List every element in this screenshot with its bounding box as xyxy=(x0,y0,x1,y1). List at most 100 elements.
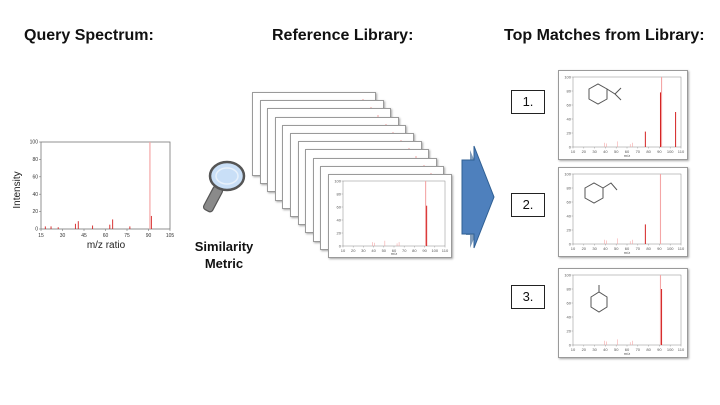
metric-word: Metric xyxy=(204,256,244,271)
mini-spectrum: 0 20 40 60 80 100 10 20 30 40 50 60 70 80 90 100 110 m/z xyxy=(564,171,685,255)
mini-y-tick-label: 0 xyxy=(339,243,342,248)
mini-x-tick-label: 60 xyxy=(625,347,630,352)
mini-x-tick-label: 70 xyxy=(636,347,641,352)
mini-x-tick-label: 10 xyxy=(571,246,576,251)
x-tick-label: 60 xyxy=(103,233,109,239)
mini-x-tick-label: 50 xyxy=(614,347,619,352)
mini-y-tick-label: 40 xyxy=(567,116,572,121)
query-spectrum-chart: 0 20 40 60 80 100 15 30 45 60 75 90 105 Intensity m/… xyxy=(12,140,175,251)
mini-x-tick-label: 70 xyxy=(402,248,407,253)
match-card-3: 0 20 40 60 80 100 10 20 30 40 50 60 70 80 90 100 110 m/z xyxy=(558,268,688,358)
mini-x-tick-label: 40 xyxy=(603,246,608,251)
mini-y-tick-label: 40 xyxy=(337,217,342,222)
mini-spectrum: 0 20 40 60 80 100 10 20 30 40 50 60 70 80 90 100 110 m/z xyxy=(564,272,685,356)
x-tick-label: 105 xyxy=(166,233,175,239)
mini-x-tick-label: 70 xyxy=(636,246,641,251)
benzene-ring xyxy=(588,83,608,105)
mini-y-tick-label: 80 xyxy=(567,185,572,190)
mini-x-tick-label: 100 xyxy=(667,246,674,251)
mini-y-tick-label: 100 xyxy=(334,178,341,183)
mini-y-tick-label: 20 xyxy=(567,130,572,135)
mini-y-tick-label: 40 xyxy=(567,314,572,319)
mini-y-tick-label: 0 xyxy=(569,241,572,246)
mini-spectrum: 0 20 40 60 80 100 10 20 30 40 50 60 70 80 90 100 110 m/z xyxy=(334,178,449,256)
y-tick-label: 100 xyxy=(30,140,39,146)
mini-y-tick-label: 20 xyxy=(567,227,572,232)
mini-plot-area xyxy=(342,180,446,247)
mini-x-axis-label: m/z xyxy=(624,351,630,356)
top-matches-heading: Top Matches from Library: xyxy=(504,27,705,44)
mini-y-tick-label: 20 xyxy=(567,328,572,333)
x-tick-label: 45 xyxy=(81,233,87,239)
mini-x-tick-label: 30 xyxy=(592,347,597,352)
mini-x-tick-label: 110 xyxy=(678,347,685,352)
match-card-2: 0 20 40 60 80 100 10 20 30 40 50 60 70 80 90 100 110 m/z xyxy=(558,167,688,257)
benzene-ring xyxy=(584,182,604,204)
mini-x-tick-label: 30 xyxy=(361,248,366,253)
mini-y-tick-label: 60 xyxy=(567,300,572,305)
mini-x-tick-label: 80 xyxy=(646,347,651,352)
mini-x-tick-label: 90 xyxy=(657,149,662,154)
isopropyl-branch xyxy=(614,93,622,101)
mini-x-tick-label: 90 xyxy=(657,347,662,352)
mini-y-tick-label: 0 xyxy=(569,342,572,347)
mini-y-tick-label: 100 xyxy=(564,171,571,176)
y-axis-label: Intensity xyxy=(12,171,23,208)
mini-x-tick-label: 40 xyxy=(603,149,608,154)
mini-x-tick-label: 80 xyxy=(646,246,651,251)
y-tick-label: 20 xyxy=(32,209,38,215)
plot-area xyxy=(40,141,171,230)
mini-y-tick-label: 80 xyxy=(337,191,342,196)
y-tick-label: 60 xyxy=(32,174,38,180)
mini-x-tick-label: 10 xyxy=(571,149,576,154)
ethyl-chain xyxy=(602,182,618,191)
mini-x-tick-label: 80 xyxy=(412,248,417,253)
mini-x-tick-label: 50 xyxy=(614,246,619,251)
mini-x-tick-label: 100 xyxy=(667,149,674,154)
mini-x-tick-label: 20 xyxy=(582,246,587,251)
mini-x-tick-label: 20 xyxy=(582,347,587,352)
x-tick-label: 90 xyxy=(146,233,152,239)
mini-y-tick-label: 60 xyxy=(337,204,342,209)
mini-y-tick-label: 60 xyxy=(567,199,572,204)
mini-x-tick-label: 110 xyxy=(678,149,685,154)
similarity-metric-label: Similarity Metric xyxy=(192,238,256,272)
y-tick-label: 40 xyxy=(32,192,38,198)
mini-y-tick-label: 100 xyxy=(564,272,571,277)
x-axis-label: m/z ratio xyxy=(87,240,126,251)
mini-x-tick-label: 20 xyxy=(582,149,587,154)
rank-2-box: 2. xyxy=(511,193,545,217)
y-tick-label: 80 xyxy=(32,157,38,163)
mini-x-tick-label: 40 xyxy=(371,248,376,253)
mini-y-tick-label: 100 xyxy=(564,74,571,79)
mini-x-tick-label: 60 xyxy=(392,248,397,253)
mini-x-tick-label: 80 xyxy=(646,149,651,154)
mini-x-tick-label: 110 xyxy=(678,246,685,251)
mini-spectrum: 0 20 40 60 80 100 10 20 30 40 50 60 70 80 90 100 110 m/z xyxy=(564,74,685,158)
mini-plot-area xyxy=(572,173,682,245)
mini-x-axis-label: m/z xyxy=(391,251,397,256)
mini-x-tick-label: 90 xyxy=(657,246,662,251)
mini-x-tick-label: 110 xyxy=(442,248,449,253)
mini-x-tick-label: 40 xyxy=(603,347,608,352)
match-card-1: 0 20 40 60 80 100 10 20 30 40 50 60 70 80 90 100 110 m/z xyxy=(558,70,688,160)
mini-x-tick-label: 20 xyxy=(351,248,356,253)
rank-3-box: 3. xyxy=(511,285,545,309)
mini-plot-area xyxy=(572,76,682,148)
mini-y-tick-label: 0 xyxy=(569,144,572,149)
mini-x-tick-label: 30 xyxy=(592,246,597,251)
x-tick-label: 30 xyxy=(60,233,66,239)
x-tick-label: 15 xyxy=(38,233,44,239)
library-spectrum-card: 0 20 40 60 80 100 10 20 30 40 50 60 70 80 90 100 110 m/z xyxy=(328,174,452,258)
rank-1-box: 1. xyxy=(511,90,545,114)
mini-x-tick-label: 90 xyxy=(422,248,427,253)
mini-x-tick-label: 50 xyxy=(614,149,619,154)
mini-y-tick-label: 60 xyxy=(567,102,572,107)
mini-plot-area xyxy=(572,274,682,346)
x-tick-label: 75 xyxy=(124,233,130,239)
mini-y-tick-label: 80 xyxy=(567,88,572,93)
mini-x-tick-label: 100 xyxy=(667,347,674,352)
mini-x-tick-label: 100 xyxy=(431,248,438,253)
reference-library-heading: Reference Library: xyxy=(272,27,414,44)
mini-y-tick-label: 80 xyxy=(567,286,572,291)
